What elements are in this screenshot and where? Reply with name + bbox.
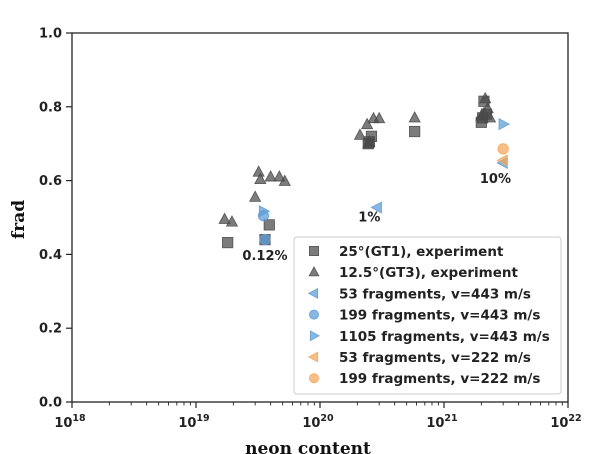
- data-point: [222, 236, 234, 249]
- legend-marker: [307, 287, 319, 299]
- annotations: 0.12% 1% 10%: [242, 172, 511, 264]
- data-point: [278, 174, 291, 186]
- data-point: [259, 234, 271, 246]
- legend: 25°(GT1), experiment 12.5°(GT3), experime…: [293, 236, 562, 395]
- x-tick-label: 1019: [178, 413, 209, 431]
- legend-marker: [308, 266, 320, 277]
- y-tick-label: 1.0: [39, 27, 62, 42]
- legend-label: 199 fragments, v=222 m/s: [339, 371, 540, 387]
- data-point: [409, 125, 421, 138]
- legend-marker: [308, 373, 319, 384]
- annotation-label: 0.12%: [242, 249, 287, 264]
- series-1: [218, 91, 497, 227]
- legend-label: 25°(GT1), experiment: [339, 244, 504, 260]
- x-axis-title: neon content: [245, 439, 371, 454]
- series-6: [497, 143, 509, 155]
- data-point: [218, 212, 231, 224]
- y-axis-title: frad: [9, 200, 29, 239]
- annotation-label: 1%: [358, 211, 380, 226]
- data-point: [373, 111, 386, 124]
- x-tick-label: 1020: [302, 413, 334, 431]
- y-tick-label: 0.8: [39, 100, 62, 115]
- series-4: [258, 118, 510, 218]
- data-point: [273, 170, 286, 182]
- data-point: [254, 172, 267, 185]
- data-point: [479, 91, 492, 104]
- x-tick-label: 1022: [550, 413, 581, 431]
- legend-marker: [309, 330, 321, 342]
- data-point: [496, 154, 508, 167]
- annotation-label: 10%: [480, 172, 511, 187]
- data-point: [498, 118, 510, 131]
- data-marks: [218, 91, 510, 249]
- data-point: [225, 215, 239, 227]
- x-tick-label: 1018: [54, 413, 86, 431]
- y-tick-label: 0.0: [39, 396, 62, 411]
- data-point: [477, 106, 491, 119]
- legend-label: 1105 fragments, v=443 m/s: [339, 329, 550, 345]
- x-tick-label: 1021: [426, 413, 457, 431]
- y-tick-label: 0.2: [39, 322, 62, 337]
- data-point: [497, 143, 509, 155]
- legend-box: [293, 236, 562, 395]
- y-tick-label: 0.4: [39, 248, 62, 263]
- data-point: [249, 190, 262, 202]
- data-point: [363, 135, 376, 147]
- data-point: [408, 111, 421, 123]
- data-point: [263, 219, 275, 231]
- data-point: [370, 201, 382, 214]
- legend-label: 199 fragments, v=443 m/s: [339, 308, 540, 324]
- legend-marker: [307, 351, 319, 363]
- legend-label: 53 fragments, v=443 m/s: [339, 286, 531, 302]
- legend-label: 12.5°(GT3), experiment: [339, 265, 518, 281]
- data-point: [353, 128, 367, 140]
- axes: 1018 1019 1020 1021 1022 0.0 0.2 0.4 0.6 0.8 1.0 ne…: [9, 27, 582, 454]
- legend-marker: [308, 245, 319, 256]
- series-5: [496, 154, 508, 167]
- legend-marker: [308, 309, 319, 320]
- legend-label: 53 fragments, v=222 m/s: [339, 350, 531, 366]
- data-point: [264, 170, 277, 182]
- data-point: [361, 117, 374, 130]
- y-tick-label: 0.6: [39, 174, 62, 189]
- data-point: [258, 205, 271, 218]
